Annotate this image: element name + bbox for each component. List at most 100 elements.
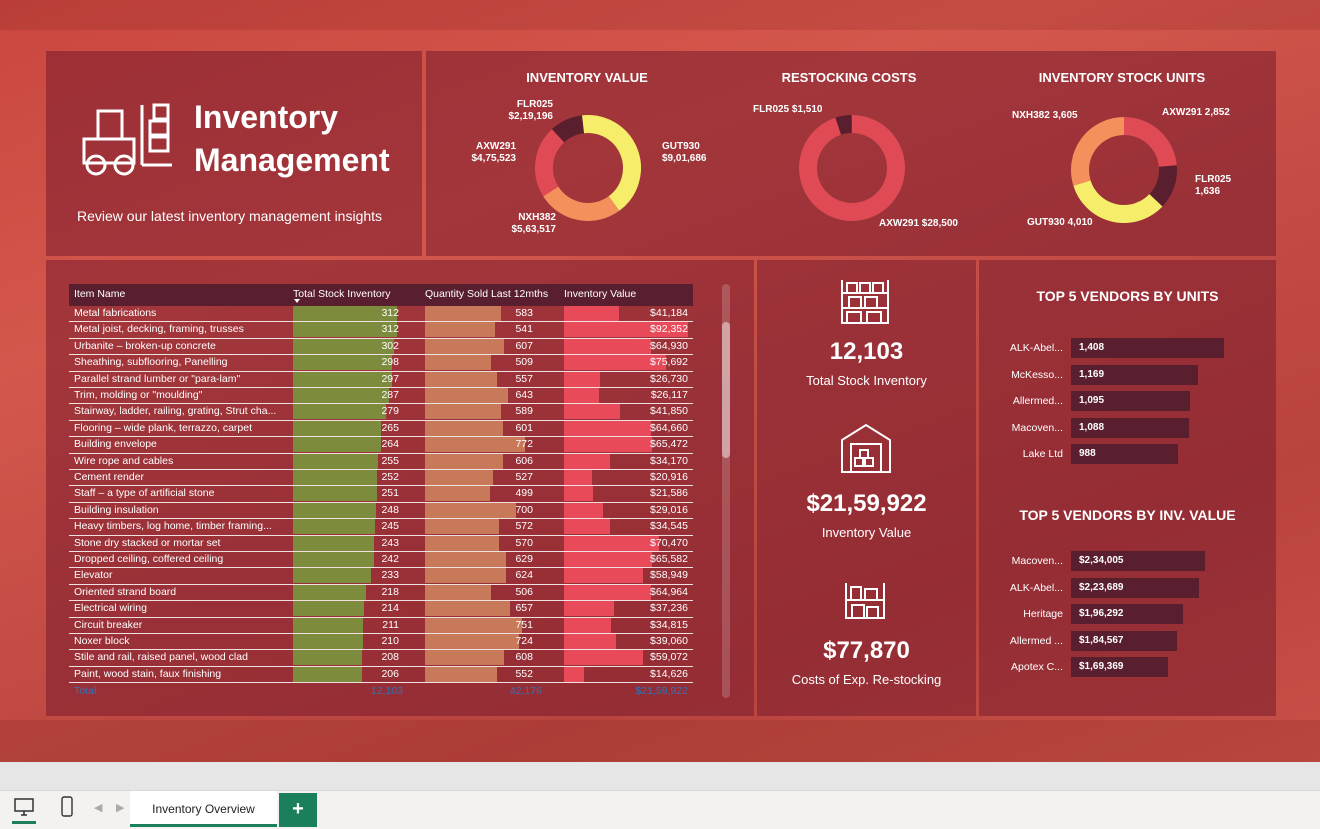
table-row[interactable]: Parallel strand lumber or "para-lam" 297 5… [69,371,693,388]
vendor-value: 1,088 [1079,421,1105,433]
col-header-item[interactable]: Item Name [74,288,126,300]
sold-bar [425,666,497,682]
table-row[interactable]: Stairway, ladder, railing, grating, Stru… [69,404,693,421]
donut-slice-gut930 [582,115,641,211]
value-bar [564,552,652,567]
cell-sold: 572 [515,520,533,533]
add-page-button[interactable]: + [279,793,317,827]
stock-bar [293,535,374,551]
cell-value: $41,850 [650,405,688,418]
col-header-value[interactable]: Inventory Value [564,288,637,300]
next-page-icon[interactable]: ▶ [116,802,125,814]
cell-item-name: Trim, molding or "moulding" [74,389,203,401]
cell-sold: 608 [515,651,533,664]
desktop-view-icon[interactable] [13,797,35,817]
prev-page-icon[interactable]: ◀ [94,802,103,814]
value-bar [564,470,592,485]
vendor-bar[interactable]: $1,96,292 [1071,604,1183,624]
donut-slice-axw291 [1123,117,1177,168]
cell-item-name: Sheathing, subflooring, Panelling [74,356,228,369]
donut-slice-flr025 [1149,165,1177,207]
cell-stock: 251 [381,487,399,500]
mobile-view-icon[interactable] [60,796,74,818]
table-row[interactable]: Dropped ceiling, coffered ceiling 242 629 $… [69,552,693,569]
table-scrollbar[interactable] [722,284,730,698]
table-row[interactable]: Elevator 233 624 $58,949 [69,568,693,585]
cell-item-name: Stairway, ladder, railing, grating, Stru… [74,405,277,418]
table-row[interactable]: Metal joist, decking, framing, trusses 31… [69,322,693,339]
vendor-bar[interactable]: 1,408 [1071,338,1224,358]
sold-bar [425,535,499,551]
vendor-bar[interactable]: 988 [1071,444,1178,464]
table-row[interactable]: Urbanite – broken-up concrete 302 607 $64,9… [69,338,693,356]
value-bar [564,338,651,354]
tab-inventory-overview[interactable]: Inventory Overview [130,791,277,827]
cell-item-name: Stile and rail, raised panel, wood clad [74,651,248,664]
table-row[interactable]: Wire rope and cables 255 606 $34,170 [69,453,693,470]
table-row[interactable]: Circuit breaker 211 751 $34,815 [69,617,693,634]
table-row[interactable]: Electrical wiring 214 657 $37,236 [69,601,693,618]
vendor-bar[interactable]: $1,69,369 [1071,657,1168,677]
col-header-sold[interactable]: Quantity Sold Last 12mths [425,288,549,300]
table-row[interactable]: Staff – a type of artificial stone 251 499… [69,486,693,503]
table-row[interactable]: Stone dry stacked or mortar set 243 570 $70… [69,535,693,552]
donut-chart-stock-units[interactable] [1071,117,1177,223]
cell-value: $64,930 [650,339,688,352]
cell-value: $37,236 [650,602,688,615]
vendor-name: Macoven... [1011,421,1063,434]
cell-sold: 541 [515,323,533,336]
table-row[interactable]: Building insulation 248 700 $29,016 [69,502,693,520]
donut-slice-nxh382 [1071,117,1125,186]
vendor-bar[interactable]: $1,84,567 [1071,630,1177,651]
stock-bar [293,634,363,649]
cell-value: $34,170 [650,454,688,467]
table-row[interactable]: Oriented strand board 218 506 $64,964 [69,584,693,602]
table-row[interactable]: Paint, wood stain, faux finishing 206 552 $… [69,666,693,684]
table-row[interactable]: Metal fabrications 312 583 $41,184 [69,306,693,323]
value-bar [564,666,584,682]
vendor-bar[interactable]: $2,23,689 [1071,577,1199,598]
cell-value: $41,184 [650,307,688,319]
cell-value: $75,692 [650,356,688,369]
cell-stock: 210 [381,635,399,647]
cell-item-name: Building insulation [74,503,159,516]
sold-bar [425,634,519,649]
cell-sold: 624 [515,569,533,582]
stock-bar [293,519,375,535]
vendor-name: Heritage [1023,608,1063,620]
donut-chart-restocking-costs[interactable] [799,115,905,221]
donut-chart-inventory-value[interactable] [535,115,641,221]
cell-item-name: Elevator [74,569,113,582]
vendor-bar[interactable]: 1,088 [1071,417,1189,438]
stock-bar [293,453,378,469]
sort-desc-icon[interactable] [294,299,300,303]
table-row[interactable]: Heavy timbers, log home, timber framing.… [69,519,693,536]
cell-value: $14,626 [650,667,688,680]
col-header-stock[interactable]: Total Stock Inventory [293,288,391,300]
page-subtitle: Review our latest inventory management i… [77,208,383,224]
cell-item-name: Wire rope and cables [74,454,174,467]
table-row[interactable]: Trim, molding or "moulding" 287 643 $26,117 [69,388,693,405]
donut-slice-axw291 [535,129,565,197]
sold-bar [425,552,506,567]
vendor-bar[interactable]: $2,34,005 [1071,551,1205,571]
value-bar [564,617,611,633]
sold-bar [425,306,501,321]
vendor-bar[interactable]: 1,095 [1071,391,1190,411]
restock-shelf-icon [845,583,885,619]
vendor-bar[interactable]: 1,169 [1071,364,1198,385]
table-row[interactable]: Noxer block 210 724 $39,060 [69,634,693,651]
cell-sold: 583 [515,307,533,319]
kpi-inventory-value: $21,59,922 [806,490,927,517]
table-row[interactable]: Flooring – wide plank, terrazzo, carpet 2… [69,420,693,438]
table-row[interactable]: Building envelope 264 772 $65,472 [69,437,693,454]
table-row[interactable]: Stile and rail, raised panel, wood clad 2… [69,650,693,667]
cell-stock: 208 [381,651,399,664]
scrollbar-thumb[interactable] [722,322,730,458]
donut-slice-axw291 [799,115,905,221]
table-row[interactable]: Sheathing, subflooring, Panelling 298 509 $… [69,355,693,372]
cell-stock: 265 [381,421,399,434]
value-bar [564,486,593,502]
table-row[interactable]: Cement render 252 527 $20,916 [69,470,693,487]
cell-value: $34,545 [650,520,688,533]
